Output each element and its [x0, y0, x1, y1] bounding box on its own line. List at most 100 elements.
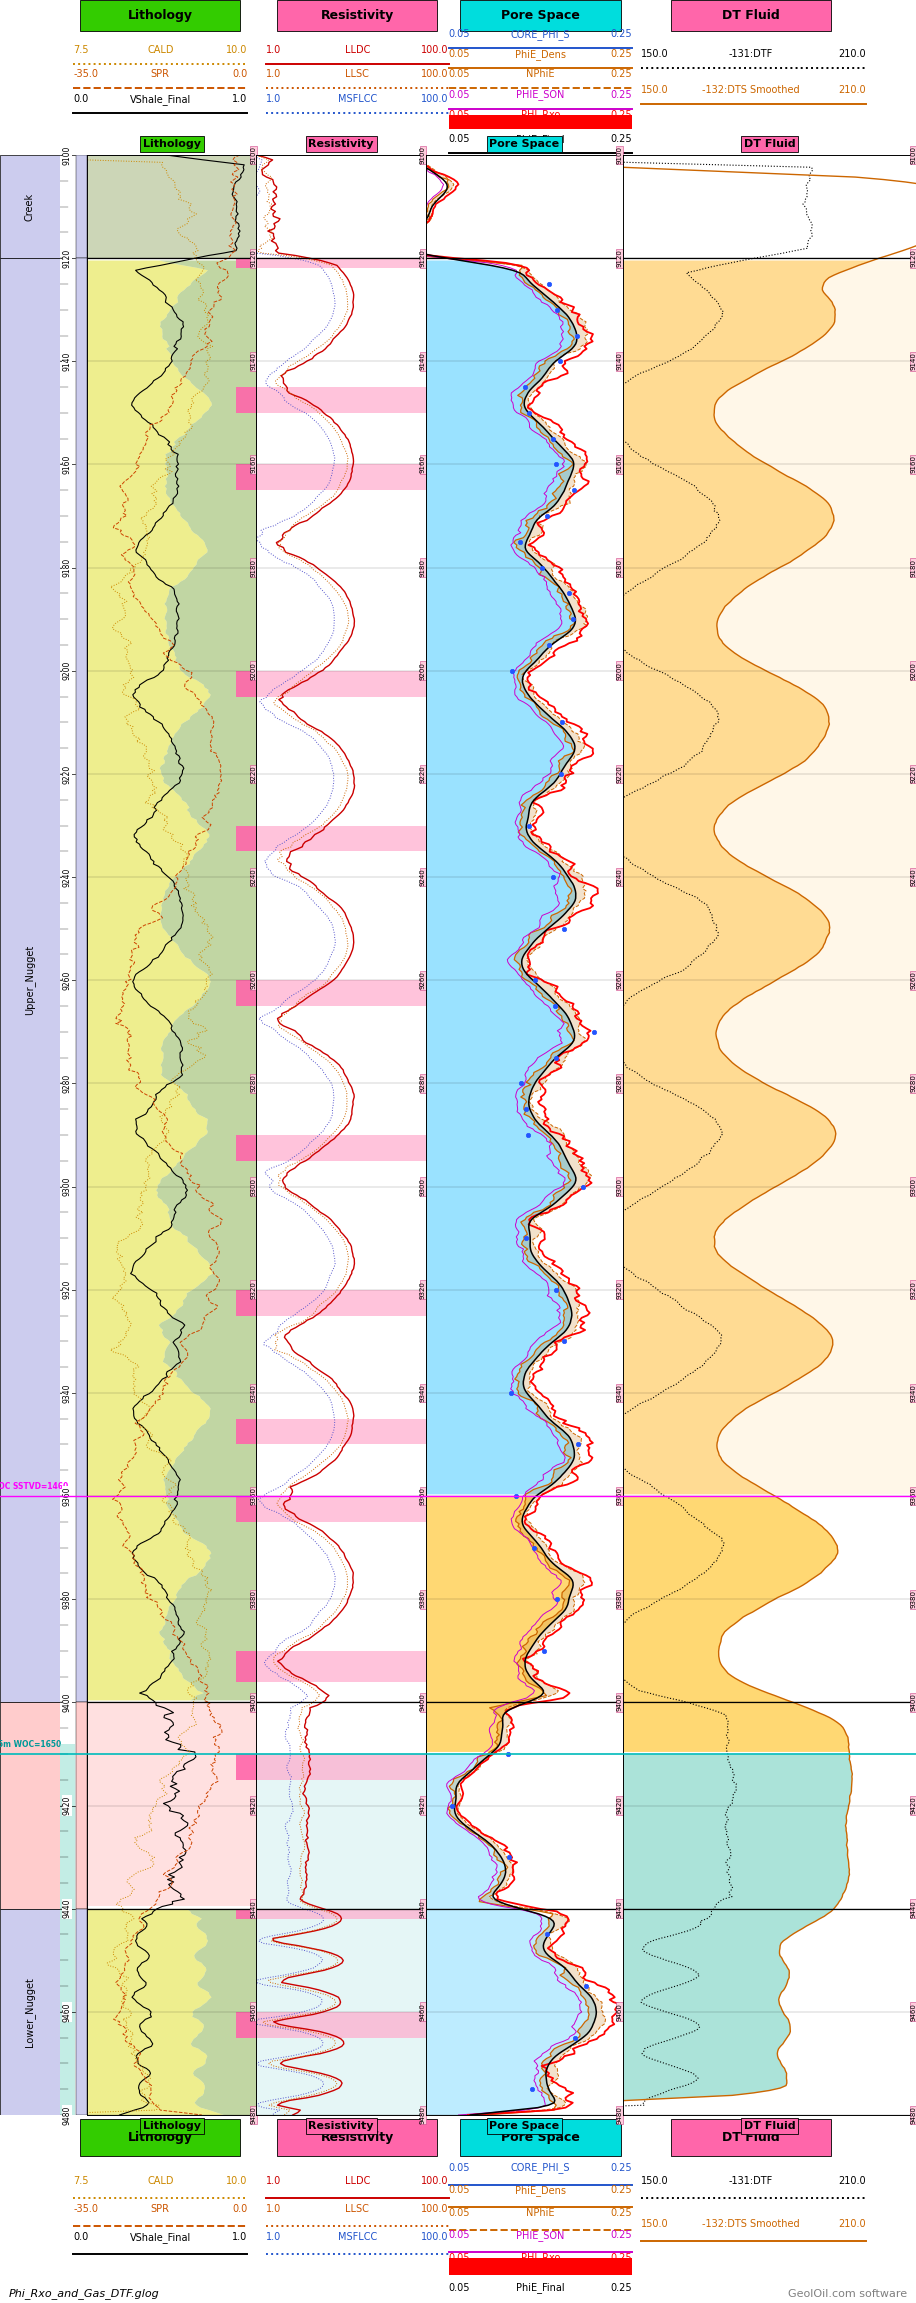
- Text: Creek: Creek: [25, 193, 35, 221]
- Text: 7.5: 7.5: [73, 44, 89, 55]
- Text: 9160: 9160: [420, 456, 426, 474]
- Text: 1.0: 1.0: [266, 2232, 281, 2243]
- Text: 9380: 9380: [910, 1589, 916, 1607]
- Point: [549, 1271, 563, 1308]
- Text: 9360: 9360: [616, 1488, 623, 1506]
- Text: Lithology: Lithology: [128, 2130, 192, 2144]
- Text: 9100: 9100: [62, 145, 71, 166]
- Text: 9100: 9100: [910, 145, 916, 164]
- Text: 9260: 9260: [420, 972, 426, 990]
- Text: NPhiE: NPhiE: [526, 2209, 555, 2218]
- Text: 9340: 9340: [250, 1384, 256, 1403]
- Text: 9420: 9420: [616, 1796, 623, 1815]
- Point: [501, 1736, 516, 1773]
- Text: 9140: 9140: [910, 352, 916, 371]
- Text: 0.05: 0.05: [449, 2209, 470, 2218]
- Text: 9220: 9220: [616, 765, 623, 783]
- Text: 9360: 9360: [62, 1485, 71, 1506]
- Text: 9100: 9100: [250, 145, 256, 164]
- Bar: [76, 1702, 87, 1909]
- Text: 9180: 9180: [250, 560, 256, 576]
- Text: 0.05: 0.05: [449, 2186, 470, 2195]
- Text: 9300: 9300: [616, 1177, 623, 1195]
- Text: 9180: 9180: [910, 560, 916, 576]
- Text: 9400: 9400: [420, 1693, 426, 1711]
- Point: [557, 910, 572, 947]
- Text: 5m WOC=1650: 5m WOC=1650: [0, 1739, 61, 1748]
- Text: 9380: 9380: [250, 1589, 256, 1607]
- Text: 100.0: 100.0: [421, 94, 449, 104]
- Text: 100.0: 100.0: [421, 2204, 449, 2213]
- Text: 210.0: 210.0: [838, 2220, 866, 2229]
- Bar: [460, 2119, 621, 2156]
- Text: 7.5: 7.5: [73, 2176, 89, 2186]
- Point: [528, 1529, 542, 1566]
- Text: 1.0: 1.0: [266, 69, 281, 78]
- Text: LLDC: LLDC: [344, 2176, 370, 2186]
- Text: 9420: 9420: [62, 1796, 71, 1815]
- Point: [568, 2020, 583, 2057]
- Text: 9140: 9140: [62, 352, 71, 371]
- Text: 9180: 9180: [62, 557, 71, 578]
- Text: Lower_Nugget: Lower_Nugget: [25, 1976, 35, 2047]
- Point: [546, 419, 561, 456]
- Text: Upper_Nugget: Upper_Nugget: [25, 944, 35, 1016]
- Text: 9120: 9120: [616, 249, 623, 267]
- Text: 10.0: 10.0: [226, 44, 247, 55]
- Text: 9120: 9120: [910, 249, 916, 267]
- Text: 9120: 9120: [250, 249, 256, 267]
- Text: 9340: 9340: [62, 1384, 71, 1403]
- Text: CALD: CALD: [147, 2176, 173, 2186]
- Text: 9480: 9480: [616, 2105, 623, 2123]
- Text: 9100: 9100: [420, 145, 426, 164]
- Text: 9440: 9440: [62, 1900, 71, 1918]
- Point: [576, 1168, 591, 1204]
- Text: 9280: 9280: [420, 1076, 426, 1092]
- Text: 9480: 9480: [910, 2105, 916, 2123]
- Text: 9460: 9460: [616, 2004, 623, 2020]
- Text: 9160: 9160: [250, 456, 256, 474]
- Text: PHI_Rxo: PHI_Rxo: [521, 2252, 560, 2264]
- Text: SPR: SPR: [151, 69, 169, 78]
- Text: 9160: 9160: [62, 454, 71, 474]
- Text: VShale_Final: VShale_Final: [130, 2232, 191, 2243]
- Text: 9160: 9160: [910, 456, 916, 474]
- Text: 9140: 9140: [616, 352, 623, 371]
- Text: LLDC: LLDC: [344, 44, 370, 55]
- Text: 1.0: 1.0: [266, 2204, 281, 2213]
- Text: 9360: 9360: [420, 1488, 426, 1506]
- Text: 0.25: 0.25: [610, 2163, 632, 2172]
- Point: [525, 2070, 540, 2107]
- Text: 9440: 9440: [420, 1900, 426, 1918]
- Bar: [76, 1909, 87, 2114]
- Text: 9120: 9120: [420, 249, 426, 267]
- Text: 9120: 9120: [62, 249, 71, 267]
- Text: 9400: 9400: [616, 1693, 623, 1711]
- Text: 9260: 9260: [62, 970, 71, 990]
- Text: 9240: 9240: [250, 868, 256, 887]
- Text: DT Fluid: DT Fluid: [722, 2130, 780, 2144]
- Bar: [277, 0, 438, 30]
- Text: 9240: 9240: [62, 868, 71, 887]
- Text: PhiE_Final: PhiE_Final: [516, 2282, 565, 2294]
- Point: [554, 755, 569, 792]
- Text: 9260: 9260: [910, 972, 916, 990]
- Text: -35.0: -35.0: [73, 2204, 98, 2213]
- Text: Resistivity: Resistivity: [309, 2121, 374, 2130]
- Text: Pore Space: Pore Space: [489, 138, 560, 150]
- Text: PHI_Rxo: PHI_Rxo: [521, 108, 560, 120]
- Text: 9240: 9240: [420, 868, 426, 887]
- Text: 9400: 9400: [910, 1693, 916, 1711]
- Text: CORE_PHI_S: CORE_PHI_S: [511, 28, 570, 39]
- Point: [537, 1633, 551, 1670]
- Text: 9280: 9280: [62, 1073, 71, 1094]
- Text: 9220: 9220: [910, 765, 916, 783]
- Text: 210.0: 210.0: [838, 48, 866, 60]
- Text: 9180: 9180: [616, 560, 623, 576]
- Point: [554, 705, 569, 742]
- Text: 0.25: 0.25: [610, 69, 632, 78]
- Text: 9240: 9240: [616, 868, 623, 887]
- Text: 9340: 9340: [910, 1384, 916, 1403]
- Text: Resistivity: Resistivity: [321, 2130, 394, 2144]
- Point: [579, 1967, 594, 2004]
